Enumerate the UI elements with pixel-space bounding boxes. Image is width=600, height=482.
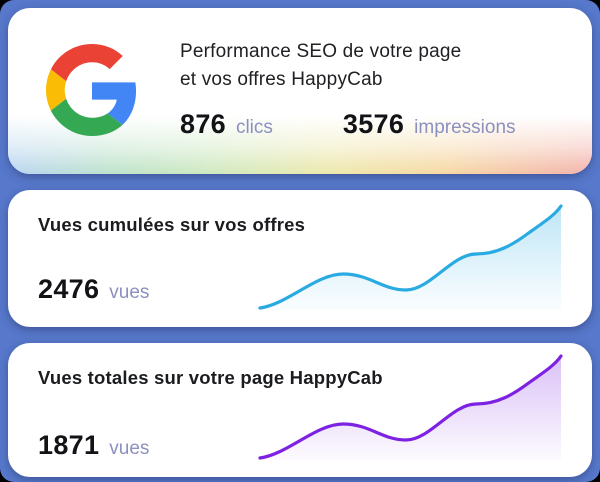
page-views-value: 1871 — [38, 430, 100, 460]
offers-card-title: Vues cumulées sur vos offres — [38, 214, 306, 235]
seo-performance-card: Performance SEO de votre page et vos off… — [8, 8, 592, 174]
seo-card-title: Performance SEO de votre page et vos off… — [180, 38, 516, 94]
impressions-stat: 3576 impressions — [343, 109, 516, 140]
clicks-value: 876 — [180, 109, 226, 139]
offers-sparkline-line — [258, 204, 563, 310]
offers-views-value: 2476 — [38, 274, 100, 304]
page-views-stat: 1871 vues — [38, 430, 149, 461]
seo-stats-row: 876 clics 3576 impressions — [180, 109, 516, 140]
seo-title-line2: et vos offres HappyCab — [180, 69, 383, 90]
offers-sparkline-fill — [260, 206, 561, 310]
page-views-sparkline-chart — [258, 354, 563, 460]
offers-views-label: vues — [109, 282, 150, 303]
seo-card-content: Performance SEO de votre page et vos off… — [180, 38, 516, 140]
page-sparkline-fill — [260, 356, 561, 460]
page-card-title: Vues totales sur votre page HappyCab — [38, 367, 383, 388]
seo-title-line1: Performance SEO de votre page — [180, 41, 462, 62]
page-sparkline-line — [258, 354, 563, 460]
page-views-label: vues — [109, 438, 150, 459]
page-views-card: Vues totales sur votre page HappyCab 187… — [8, 343, 592, 477]
google-g-icon — [46, 44, 137, 136]
impressions-label: impressions — [414, 117, 516, 138]
offers-views-stat: 2476 vues — [38, 274, 149, 305]
offers-views-card: Vues cumulées sur vos offres 2476 vues — [8, 190, 592, 327]
impressions-value: 3576 — [342, 109, 405, 139]
offers-views-sparkline-chart — [258, 204, 563, 310]
clicks-label: clics — [235, 117, 273, 138]
clicks-stat: 876 clics — [180, 109, 273, 140]
